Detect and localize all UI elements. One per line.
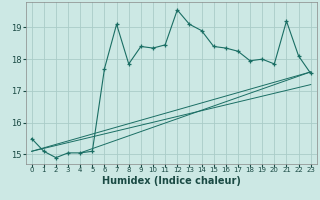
X-axis label: Humidex (Indice chaleur): Humidex (Indice chaleur) (102, 176, 241, 186)
